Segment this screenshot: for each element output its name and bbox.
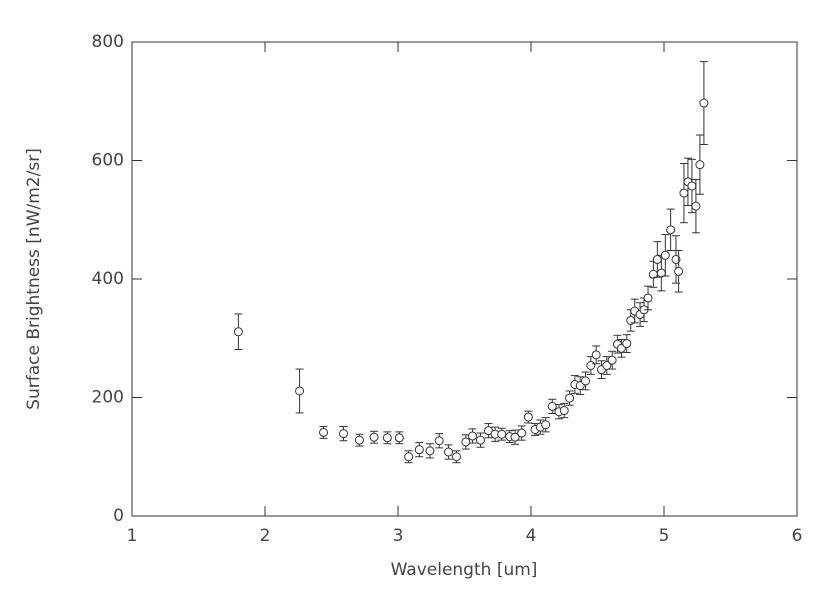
- point: [338, 429, 348, 439]
- point: [687, 181, 697, 191]
- point: [295, 386, 305, 396]
- point: [671, 254, 681, 264]
- point: [660, 250, 670, 260]
- point: [461, 437, 471, 447]
- x-tick-label: 2: [260, 526, 271, 546]
- point: [475, 435, 485, 445]
- point: [547, 401, 557, 411]
- point: [404, 452, 414, 462]
- point: [565, 393, 575, 403]
- point: [622, 339, 632, 349]
- point: [581, 376, 591, 386]
- point: [517, 428, 527, 438]
- point: [691, 201, 701, 211]
- point: [679, 188, 689, 198]
- x-tick-label: 5: [659, 526, 670, 546]
- x-tick-label: 6: [792, 526, 803, 546]
- y-tick-label: 600: [92, 151, 124, 171]
- point: [233, 327, 243, 337]
- point: [382, 433, 392, 443]
- point: [666, 225, 676, 235]
- point: [319, 427, 329, 437]
- point: [602, 361, 612, 371]
- point: [497, 429, 507, 439]
- point: [354, 435, 364, 445]
- x-axis-label: Wavelength [um]: [391, 560, 538, 580]
- point: [394, 433, 404, 443]
- y-axis-label: Surface Brightness [nW/m2/sr]: [24, 148, 44, 410]
- x-tick-label: 1: [127, 526, 138, 546]
- point: [541, 420, 551, 430]
- point: [425, 446, 435, 456]
- point: [444, 447, 454, 457]
- y-tick-label: 200: [92, 388, 124, 408]
- point: [414, 445, 424, 455]
- y-tick-label: 0: [113, 506, 124, 526]
- point: [434, 436, 444, 446]
- y-tick-label: 400: [92, 269, 124, 289]
- point: [523, 412, 533, 422]
- point: [369, 432, 379, 442]
- point: [467, 431, 477, 441]
- y-tick-label: 800: [92, 32, 124, 52]
- x-tick-label: 3: [393, 526, 404, 546]
- point: [643, 293, 653, 303]
- point: [699, 98, 709, 108]
- point: [652, 254, 662, 264]
- point: [607, 355, 617, 365]
- point: [674, 266, 684, 276]
- point: [586, 361, 596, 371]
- x-tick-label: 4: [526, 526, 537, 546]
- point: [510, 432, 520, 442]
- point: [695, 160, 705, 170]
- point: [559, 406, 569, 416]
- point: [452, 452, 462, 462]
- point: [591, 350, 601, 360]
